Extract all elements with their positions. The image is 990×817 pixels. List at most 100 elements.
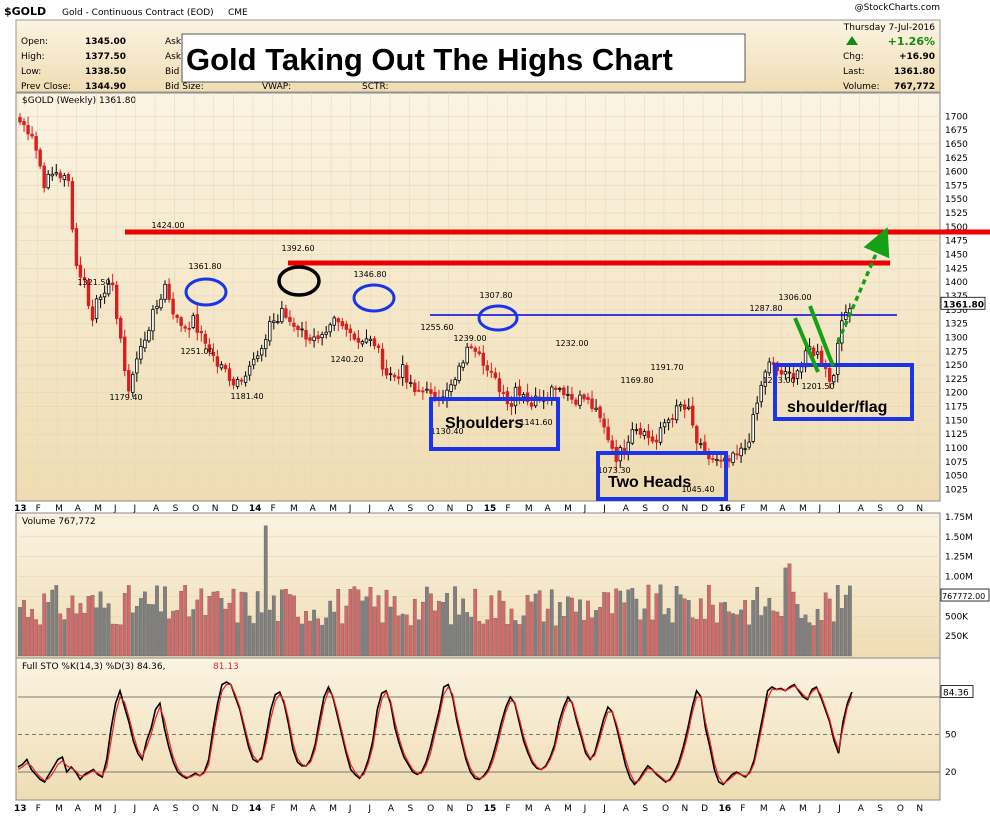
volume-bar <box>654 593 659 657</box>
volume-bar <box>835 585 840 657</box>
volume-bar <box>477 621 482 657</box>
price-x-tick: M <box>760 504 768 514</box>
price-y-tick: 1350 <box>945 306 968 316</box>
high-value: 1377.50 <box>85 52 126 62</box>
price-candle-body <box>755 402 759 414</box>
volume-bar <box>670 622 675 657</box>
price-y-tick: 1500 <box>945 223 968 233</box>
sto-lines <box>17 681 853 786</box>
volume-bar <box>388 606 393 657</box>
volume-bar <box>690 617 695 657</box>
price-candle-body <box>650 436 655 442</box>
price-x-tick: M <box>290 504 298 514</box>
price-candle-body <box>123 336 127 371</box>
price-candle-body <box>292 322 296 327</box>
volume-bar <box>235 622 240 657</box>
volume-bar <box>791 591 796 657</box>
price-candle-body <box>231 378 236 386</box>
volume-bar <box>175 610 179 657</box>
sto-x-tick: M <box>55 804 63 814</box>
volume-bar <box>702 618 707 657</box>
price-candle-body <box>344 323 349 330</box>
sto-x-tick: O <box>427 804 434 814</box>
volume-bar <box>638 619 643 657</box>
sto-x-tick: M <box>290 804 298 814</box>
price-y-tick: 1300 <box>945 333 968 343</box>
price-candle-body <box>86 279 91 307</box>
annotations: Shoulders Two Heads shoulder/flag <box>125 227 990 501</box>
price-candle-body <box>670 418 675 420</box>
price-candle-body <box>268 321 272 342</box>
volume-bar <box>292 595 296 657</box>
volume-bar <box>255 591 260 657</box>
volume-bar <box>179 590 183 657</box>
sto-x-tick: J <box>837 804 841 814</box>
volume-bar <box>380 622 385 657</box>
price-x-tick: J <box>602 504 606 514</box>
price-candle-body <box>215 356 220 367</box>
price-candle-body <box>356 337 361 343</box>
price-candle-body <box>127 370 131 392</box>
two-heads-label: Two Heads <box>608 474 691 491</box>
price-y-tick: 1575 <box>945 181 968 191</box>
price-point-label: 1191.70 <box>650 363 683 372</box>
price-y-tick: 1325 <box>945 320 968 330</box>
volume-bar <box>561 616 566 657</box>
vwap-label: VWAP: <box>262 82 291 92</box>
price-candle-body <box>590 398 594 409</box>
price-x-tick: A <box>623 504 630 514</box>
volume-bar <box>453 586 457 657</box>
sto-x-tick: J <box>367 804 371 814</box>
chg-value: +16.90 <box>899 52 935 62</box>
price-candle-body <box>562 387 566 396</box>
volume-bar <box>296 616 300 657</box>
volume-bar <box>151 604 155 657</box>
volume-bar <box>481 623 486 657</box>
price-legend: $GOLD (Weekly) 1361.80 <box>22 96 136 106</box>
price-x-tick: M <box>799 504 807 514</box>
price-x-tick: J <box>837 504 841 514</box>
volume-bar <box>66 607 71 657</box>
price-point-label: 1361.80 <box>188 262 221 271</box>
price-x-tick: J <box>818 504 822 514</box>
price-candle-body <box>461 362 465 368</box>
price-x-tick: A <box>858 504 865 514</box>
sto-x-tick: F <box>740 804 745 814</box>
volume-bar <box>58 613 63 657</box>
volume-bar <box>533 593 538 657</box>
price-candle-body <box>743 448 747 451</box>
volume-bar <box>517 624 522 657</box>
price-point-label: 1346.80 <box>353 270 386 279</box>
price-candle-body <box>255 355 260 359</box>
volume-bar <box>368 587 373 657</box>
volume-bar <box>441 601 445 657</box>
price-point-label: 1251.00 <box>180 347 213 356</box>
sto-x-tick: N <box>212 804 219 814</box>
volume-bar <box>219 598 224 657</box>
price-candle-body <box>167 283 171 300</box>
volume-bar <box>263 525 268 657</box>
volume-bar <box>787 563 792 657</box>
price-candle-body <box>598 406 602 419</box>
sto-x-tick: S <box>173 804 179 814</box>
volume-bar <box>618 590 623 657</box>
price-candle-body <box>811 347 816 356</box>
instrument-name: Gold - Continuous Contract (EOD) <box>62 8 214 18</box>
volume-bar <box>114 623 119 657</box>
volume-bar <box>433 610 437 657</box>
ask2-label: Ask <box>165 52 182 62</box>
price-candle-body <box>372 338 377 347</box>
price-candle-body <box>550 386 554 399</box>
price-y-tick: 1600 <box>945 168 968 178</box>
top-circle <box>277 265 321 297</box>
sto-x-tick: F <box>36 804 41 814</box>
volume-bar <box>646 584 651 657</box>
price-candle-body <box>223 364 228 370</box>
price-candle-body <box>143 339 147 349</box>
volume-bar <box>497 590 502 657</box>
volume-bar <box>698 598 703 657</box>
price-candle-body <box>114 284 119 319</box>
sto-legend-d: 81.13 <box>213 662 239 672</box>
volume-bar <box>541 621 546 657</box>
